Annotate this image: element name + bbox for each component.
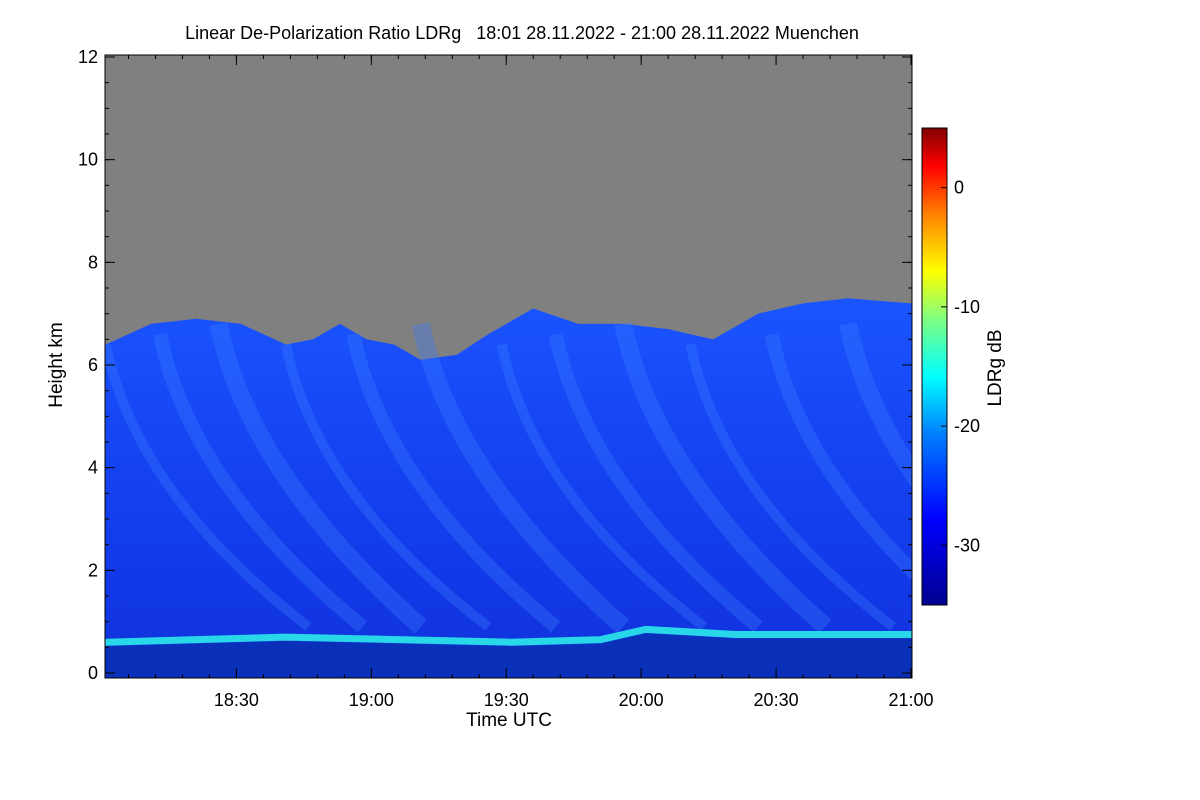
chart-title: Linear De-Polarization Ratio LDRg 18:01 … [185,23,859,43]
x-axis-label: Time UTC [466,710,552,731]
y-tick-label: 12 [78,47,98,67]
x-tick-label: 20:30 [754,690,799,710]
fall-streak [153,332,367,633]
fall-streaks [105,322,912,634]
x-tick-label: 18:30 [214,690,259,710]
y-axis-label: Height km [46,322,67,408]
y-tick-label: 2 [88,560,98,580]
fall-streak [280,343,492,631]
colorbar-tick-label: -10 [954,297,980,317]
fall-streak [839,322,912,489]
x-tick-label: 19:30 [484,690,529,710]
fall-streak [614,322,832,634]
fall-streak [548,332,763,633]
fall-streak [209,322,427,634]
y-tick-label: 4 [88,458,98,478]
x-tick-label: 21:00 [888,690,933,710]
colorbar-axis: 0 -10 -20 -30 [941,178,980,555]
fall-streak [105,343,312,631]
colorbar-tick-label: -30 [954,535,980,555]
fall-streak [411,322,630,634]
plot-area [105,55,912,678]
colorbar-tick-label: -20 [954,416,980,436]
colorbar-label: LDRg dB [985,329,1006,406]
y-tick-label: 6 [88,355,98,375]
boundary-layer-band [105,625,912,646]
near-ground-layer [105,633,912,678]
x-axis: 18:30 19:00 19:30 20:00 20:30 21:00 [127,55,934,710]
fall-streak [764,332,912,581]
x-tick-label: 20:00 [619,690,664,710]
x-tick-label: 19:00 [349,690,394,710]
y-tick-label: 0 [88,663,98,683]
y-tick-label: 8 [88,252,98,272]
y-axis: 0 2 4 6 8 10 12 [78,47,912,683]
ldr-signal-field [105,298,912,678]
colorbar [921,127,948,606]
plot-frame [104,54,913,679]
fall-streak [685,343,897,631]
y-tick-label: 10 [78,150,98,170]
colorbar-tick-label: 0 [954,178,964,198]
fall-streak [346,332,561,633]
fall-streak [496,343,708,631]
